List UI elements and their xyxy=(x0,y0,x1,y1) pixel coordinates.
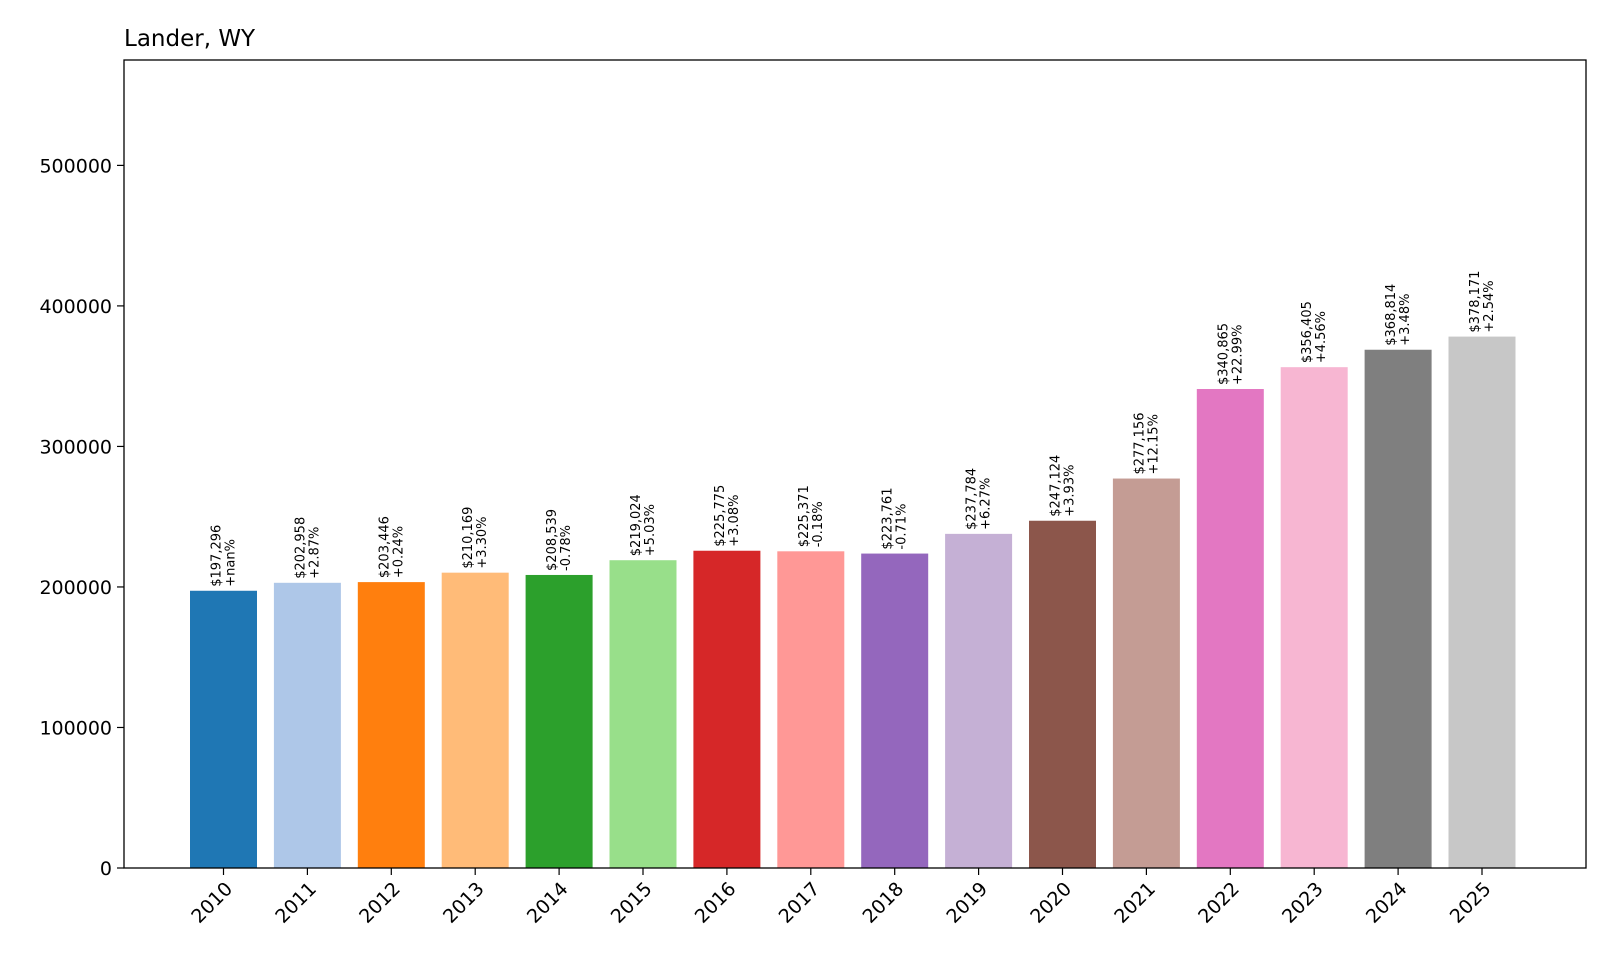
x-tick-label-2015: 2015 xyxy=(607,878,657,928)
bar-2015 xyxy=(609,560,677,868)
bar-2022 xyxy=(1196,389,1264,868)
bar-value-label: $378,171 xyxy=(1468,271,1483,333)
bar-value-label: $197,296 xyxy=(210,525,225,587)
bar-2013 xyxy=(441,572,509,868)
bar-change-label: +3.08% xyxy=(727,495,742,547)
bar-change-label: +12.15% xyxy=(1146,414,1161,474)
bar-label-2017: $225,371 -0.18% xyxy=(797,485,826,547)
bar-2017 xyxy=(777,551,845,868)
bar-value-label: $368,814 xyxy=(1384,284,1399,346)
bar-2021 xyxy=(1112,478,1180,868)
bar-value-label: $356,405 xyxy=(1300,301,1315,363)
bar-label-2010: $197,296 +nan% xyxy=(210,525,239,587)
bar-change-label: +5.03% xyxy=(643,504,658,556)
bar-change-label: +3.30% xyxy=(475,516,490,568)
x-tick-label-2013: 2013 xyxy=(439,878,489,928)
bar-label-2013: $210,169 +3.30% xyxy=(461,507,490,569)
bar-label-2025: $378,171 +2.54% xyxy=(1468,271,1497,333)
x-tick-label-2016: 2016 xyxy=(691,878,741,928)
x-tick-label-2021: 2021 xyxy=(1110,878,1160,928)
bar-value-label: $208,539 xyxy=(545,509,560,571)
bar-value-label: $225,371 xyxy=(797,485,812,547)
bar-label-2024: $368,814 +3.48% xyxy=(1384,284,1413,346)
bar-2024 xyxy=(1364,349,1432,868)
bar-2019 xyxy=(945,533,1013,868)
plot-area xyxy=(123,59,1587,869)
bar-value-label: $202,958 xyxy=(293,517,308,579)
bar-2014 xyxy=(525,574,593,868)
bar-label-2019: $237,784 +6.27% xyxy=(965,468,994,530)
bar-change-label: +2.54% xyxy=(1482,280,1497,332)
y-tick-label: 200000 xyxy=(39,577,112,599)
bar-2012 xyxy=(357,582,425,868)
bar-label-2023: $356,405 +4.56% xyxy=(1300,301,1329,363)
x-tick-label-2022: 2022 xyxy=(1194,878,1244,928)
x-tick-label-2017: 2017 xyxy=(775,878,825,928)
bar-change-label: -0.78% xyxy=(559,525,574,571)
x-tick-label-2024: 2024 xyxy=(1362,878,1412,928)
bar-change-label: +2.87% xyxy=(307,527,322,579)
bar-2023 xyxy=(1280,367,1348,868)
bar-label-2014: $208,539 -0.78% xyxy=(545,509,574,571)
bar-change-label: +nan% xyxy=(224,539,239,587)
x-tick-label-2019: 2019 xyxy=(942,878,992,928)
bar-change-label: +4.56% xyxy=(1314,311,1329,363)
bar-value-label: $340,865 xyxy=(1216,323,1231,385)
y-tick-label: 100000 xyxy=(39,717,112,739)
x-tick-label-2010: 2010 xyxy=(187,878,237,928)
x-tick-label-2023: 2023 xyxy=(1278,878,1328,928)
bar-change-label: -0.18% xyxy=(811,501,826,547)
bar-label-2015: $219,024 +5.03% xyxy=(629,494,658,556)
bar-value-label: $277,156 xyxy=(1132,413,1147,475)
bar-change-label: -0.71% xyxy=(895,504,910,550)
bars-group xyxy=(190,336,1516,869)
bar-change-label: +22.99% xyxy=(1230,325,1245,385)
bar-label-2012: $203,446 +0.24% xyxy=(377,516,406,578)
bar-2020 xyxy=(1029,520,1096,868)
bar-change-label: +3.93% xyxy=(1063,465,1078,517)
x-tick-label-2020: 2020 xyxy=(1026,878,1076,928)
y-axis: 0 100000 200000 300000 400000 500000 xyxy=(39,155,124,880)
x-tick-label-2014: 2014 xyxy=(523,878,573,928)
x-axis: 2010 2011 2012 2013 2014 2015 2016 2017 2018 2019… xyxy=(187,868,1496,928)
bar-label-2018: $223,761 -0.71% xyxy=(881,488,910,550)
bar-change-label: +6.27% xyxy=(979,478,994,530)
x-tick-label-2018: 2018 xyxy=(858,878,908,928)
bar-label-2011: $202,958 +2.87% xyxy=(293,517,322,579)
bar-value-label: $225,775 xyxy=(713,485,728,547)
y-tick-label: 300000 xyxy=(39,436,112,458)
bar-label-2020: $247,124 +3.93% xyxy=(1049,455,1078,517)
bar-2025 xyxy=(1448,336,1516,869)
bar-value-label: $203,446 xyxy=(377,516,392,578)
bar-label-2022: $340,865 +22.99% xyxy=(1216,323,1245,385)
bar-value-label: $237,784 xyxy=(965,468,980,530)
x-tick-label-2025: 2025 xyxy=(1446,878,1496,928)
bar-2018 xyxy=(861,553,929,868)
y-tick-label: 400000 xyxy=(39,296,112,318)
bar-label-2021: $277,156 +12.15% xyxy=(1132,413,1161,475)
bar-value-label: $247,124 xyxy=(1049,455,1064,517)
bar-value-label: $219,024 xyxy=(629,494,644,556)
y-tick-label: 500000 xyxy=(39,155,112,177)
chart-title: Lander, WY xyxy=(124,26,256,52)
bar-2016 xyxy=(693,550,761,868)
bar-labels-group: $197,296 +nan% $202,958 +2.87% $203,446 +0.24… xyxy=(210,271,1498,587)
bar-2011 xyxy=(273,582,341,868)
y-tick-label: 0 xyxy=(100,858,112,880)
bar-change-label: +3.48% xyxy=(1398,294,1413,346)
x-tick-label-2012: 2012 xyxy=(355,878,405,928)
bar-label-2016: $225,775 +3.08% xyxy=(713,485,742,547)
plot-frame xyxy=(123,59,1587,869)
bar-value-label: $223,761 xyxy=(881,488,896,550)
bar-change-label: +0.24% xyxy=(391,526,406,578)
x-tick-label-2011: 2011 xyxy=(271,878,321,928)
bar-2010 xyxy=(190,590,257,868)
bar-value-label: $210,169 xyxy=(461,507,476,569)
